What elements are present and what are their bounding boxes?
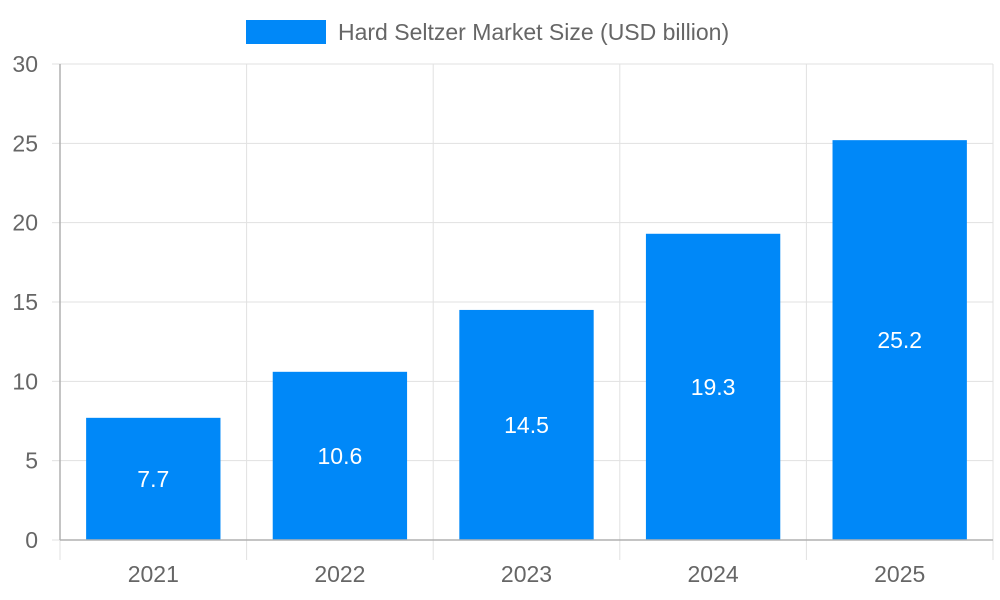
y-tick-label: 20 (12, 210, 38, 236)
legend[interactable]: Hard Seltzer Market Size (USD billion) (246, 19, 729, 45)
x-tick-label: 2021 (128, 561, 179, 587)
bars (86, 140, 967, 541)
y-tick-label: 10 (12, 368, 38, 394)
data-label-2024: 19.3 (691, 374, 736, 400)
data-label-2025: 25.2 (877, 327, 922, 353)
bar-2023[interactable] (459, 309, 594, 540)
y-tick-label: 30 (12, 51, 38, 77)
axes (59, 64, 993, 541)
legend-swatch[interactable] (246, 20, 326, 44)
x-tick-label: 2025 (874, 561, 925, 587)
y-tick-label: 0 (25, 527, 38, 553)
data-label-2023: 14.5 (504, 412, 549, 438)
bar-2024[interactable] (645, 233, 781, 541)
y-tick-label: 15 (12, 289, 38, 315)
y-tick-label: 5 (25, 448, 38, 474)
x-tick-label: 2022 (314, 561, 365, 587)
data-label-2021: 7.7 (137, 466, 169, 492)
x-tick-label: 2024 (688, 561, 739, 587)
bar-2025[interactable] (832, 140, 967, 540)
bar-2021[interactable] (86, 417, 221, 540)
data-labels: 7.7 10.6 14.5 19.3 25.2 (137, 327, 922, 492)
y-tick-label: 25 (12, 130, 38, 156)
legend-label[interactable]: Hard Seltzer Market Size (USD billion) (338, 19, 729, 45)
data-label-2022: 10.6 (318, 443, 363, 469)
x-tick-label: 2023 (501, 561, 552, 587)
bar-2022[interactable] (272, 371, 408, 540)
